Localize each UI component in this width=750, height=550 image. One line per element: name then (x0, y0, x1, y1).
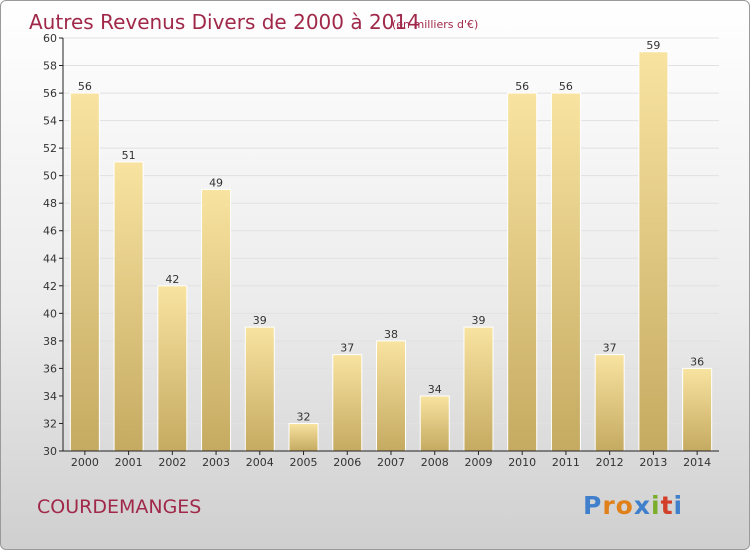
bar-2000 (69, 92, 100, 452)
y-tick-label: 54 (43, 115, 57, 128)
y-tick-label: 32 (43, 417, 57, 430)
value-label: 51 (122, 149, 136, 162)
y-tick-label: 58 (43, 60, 57, 73)
value-label: 38 (384, 328, 398, 341)
x-tick-label: 2004 (246, 456, 274, 469)
bar-2012 (594, 354, 625, 452)
y-tick-label: 30 (43, 445, 57, 458)
x-tick-label: 2010 (508, 456, 536, 469)
x-tick-label: 2012 (596, 456, 624, 469)
bar-2007 (376, 340, 406, 452)
axes (59, 37, 719, 455)
x-tick-label: 2008 (421, 456, 449, 469)
x-tick-label: 2006 (333, 456, 361, 469)
x-tick-label: 2013 (639, 456, 667, 469)
value-label: 39 (253, 314, 267, 327)
bar-2014 (682, 367, 713, 452)
bar-2009 (463, 326, 494, 452)
value-label: 56 (78, 80, 92, 93)
bar-2010 (507, 92, 538, 452)
logo-letter: i (673, 491, 684, 520)
value-label: 42 (165, 273, 179, 286)
y-tick-label: 42 (43, 280, 57, 293)
value-label: 56 (515, 80, 529, 93)
bar-2006 (332, 354, 363, 452)
y-tick-label: 36 (43, 362, 57, 375)
labels: 30 32 34 36 38 40 42 44 46 48 50 52 54 56 58 60 56 2000 51… (43, 32, 711, 469)
x-tick-label: 2007 (377, 456, 405, 469)
value-label: 39 (471, 314, 485, 327)
x-tick-label: 2002 (158, 456, 186, 469)
bar-2005 (288, 422, 319, 452)
x-tick-label: 2003 (202, 456, 230, 469)
y-tick-label: 46 (43, 225, 57, 238)
x-tick-label: 2014 (683, 456, 711, 469)
bar-2001 (113, 161, 144, 452)
logo-letter: o (615, 491, 634, 520)
logo-letter: t (660, 491, 674, 520)
chart-title: Autres Revenus Divers de 2000 à 2014 (29, 10, 420, 34)
bar-2008 (419, 395, 450, 452)
y-tick-label: 40 (43, 307, 57, 320)
x-tick-label: 2000 (71, 456, 99, 469)
value-label: 49 (209, 176, 223, 189)
y-tick-label: 56 (43, 87, 57, 100)
value-label: 56 (559, 80, 573, 93)
value-label: 59 (646, 39, 660, 52)
bar-2013 (638, 51, 669, 452)
chart-subtitle: (en milliers d'€) (392, 18, 479, 31)
y-tick-label: 34 (43, 390, 57, 403)
proxiti-logo: Proxiti (583, 491, 683, 520)
y-tick-label: 44 (43, 252, 57, 265)
logo-letter: i (651, 491, 661, 520)
y-tick-label: 48 (43, 197, 57, 210)
x-tick-label: 2009 (464, 456, 492, 469)
x-tick-label: 2001 (115, 456, 143, 469)
logo-letter: P (583, 491, 603, 520)
bar-2004 (244, 326, 275, 452)
bars (69, 51, 713, 452)
logo-letter: x (633, 491, 651, 520)
y-tick-label: 50 (43, 170, 57, 183)
commune-name: COURDEMANGES (37, 496, 202, 518)
bar-2002 (157, 285, 188, 452)
value-label: 32 (297, 410, 311, 423)
y-tick-label: 52 (43, 142, 57, 155)
y-tick-label: 38 (43, 335, 57, 348)
bar-2003 (201, 188, 232, 452)
value-label: 34 (428, 383, 442, 396)
bar-2011 (550, 92, 581, 452)
y-tick-label: 60 (43, 32, 57, 45)
value-label: 36 (690, 355, 704, 368)
logo-letter: r (602, 491, 616, 520)
value-label: 37 (340, 342, 354, 355)
x-tick-label: 2011 (552, 456, 580, 469)
value-label: 37 (603, 342, 617, 355)
x-tick-label: 2005 (290, 456, 318, 469)
